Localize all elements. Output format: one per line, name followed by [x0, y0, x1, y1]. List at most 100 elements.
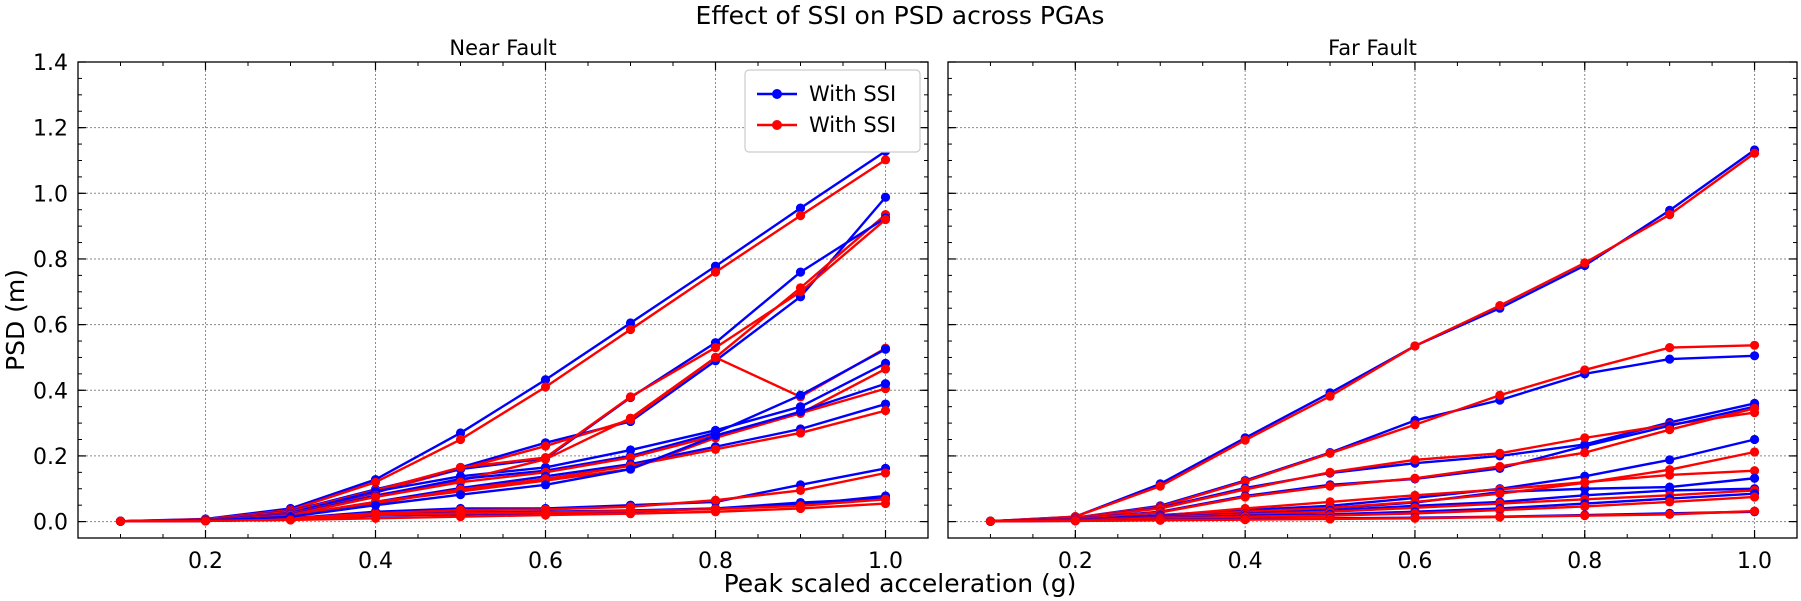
- x-tick-label: 0.8: [1567, 549, 1602, 574]
- ticks: 0.2 0.4 0.6 0.8 1.0 0.0 0.2 0.4 0.6 0.8 1.0 1.2 1.4: [33, 51, 928, 574]
- red-series-point: [455, 462, 466, 473]
- red-series-point: [1749, 340, 1760, 350]
- red-series-point: [1155, 481, 1165, 491]
- panels-group: Near Fault 0.2 0.4 0.6 0.8 1.0 0.0 0.2 0.4 0.6 0.8…: [33, 36, 1798, 574]
- panel-title: Near Fault: [449, 36, 556, 60]
- blue-series-point: [880, 379, 891, 389]
- red-series-point: [880, 468, 891, 478]
- red-series-point: [1665, 497, 1675, 507]
- blue-series-point: [625, 464, 636, 474]
- red-series-line-3: [990, 411, 1755, 523]
- red-series-line-10: [120, 502, 886, 523]
- blue-series-point: [795, 407, 806, 417]
- blue-series-line-1: [120, 150, 887, 523]
- red-series-point: [1410, 455, 1420, 465]
- blue-series-point: [710, 430, 721, 441]
- red-series-point: [1580, 365, 1590, 375]
- red-series-point: [1580, 478, 1590, 488]
- y-tick-label: 0.2: [33, 445, 68, 470]
- red-series-point: [1495, 461, 1505, 472]
- x-tick-label: 0.4: [1228, 549, 1263, 574]
- red-series-point: [200, 516, 211, 526]
- y-tick-label: 0.6: [33, 314, 68, 339]
- red-series-point: [1240, 435, 1250, 445]
- chart-title: Effect of SSI on PSD across PGAs: [696, 1, 1105, 30]
- red-series-point: [540, 382, 551, 392]
- red-series-point: [880, 155, 891, 165]
- panel-2: Far Fault 0.2 0.4 0.6 0.8 1.0: [947, 36, 1798, 574]
- red-series-point: [115, 516, 126, 526]
- red-series-point: [795, 428, 806, 438]
- y-tick-label: 1.0: [33, 182, 68, 207]
- x-tick-label: 1.0: [1737, 549, 1772, 574]
- blue-series-point: [370, 500, 381, 510]
- red-series-point: [880, 498, 891, 509]
- legend-label: With SSI: [809, 113, 896, 137]
- y-tick-label: 0.8: [33, 248, 68, 273]
- x-tick-label: 0.2: [1058, 549, 1093, 574]
- red-series-point: [1749, 403, 1760, 413]
- red-series-point: [710, 343, 721, 353]
- blue-series-point: [540, 375, 551, 385]
- red-series-point: [710, 507, 721, 517]
- red-series-point: [1749, 447, 1760, 457]
- red-series-point: [540, 441, 551, 451]
- x-axis-title: Peak scaled acceleration (g): [724, 569, 1077, 598]
- red-series-point: [625, 324, 636, 335]
- red-series-point: [1580, 511, 1590, 521]
- blue-series-point: [1749, 473, 1760, 483]
- red-series-point: [455, 512, 466, 522]
- legend-box: [744, 69, 921, 153]
- red-series-point: [1495, 448, 1505, 458]
- red-series-point: [1495, 390, 1505, 400]
- red-series-point: [1665, 509, 1675, 519]
- red-series-point: [795, 287, 806, 297]
- red-series-point: [1410, 513, 1420, 523]
- red-series-point: [1240, 476, 1250, 487]
- red-series-point: [1325, 514, 1335, 524]
- panel-1: Near Fault 0.2 0.4 0.6 0.8 1.0 0.0 0.2 0.4 0.6 0.8…: [33, 36, 929, 574]
- red-series-point: [985, 516, 996, 526]
- legend: With SSI With SSI: [744, 69, 921, 153]
- panel-title: Far Fault: [1328, 36, 1417, 60]
- red-series-point: [880, 406, 891, 416]
- red-series-point: [1155, 515, 1165, 525]
- y-tick-label: 0.4: [33, 379, 68, 404]
- red-series-point: [1665, 465, 1675, 475]
- blue-series-point: [455, 490, 466, 500]
- red-series-point: [455, 434, 466, 445]
- y-axis-title: PSD (m): [1, 269, 30, 371]
- ticks: 0.2 0.4 0.6 0.8 1.0: [948, 61, 1797, 574]
- red-series-point: [1325, 467, 1335, 477]
- red-series-point: [1410, 473, 1420, 483]
- red-series-point: [1495, 505, 1505, 515]
- red-series-point: [1410, 341, 1420, 351]
- blue-series-point: [1749, 351, 1760, 361]
- red-series-point: [710, 444, 721, 454]
- red-series-point: [285, 515, 296, 525]
- y-tick-label: 0.0: [33, 511, 68, 536]
- blue-series-point: [880, 399, 891, 409]
- red-series-point: [1410, 490, 1420, 500]
- x-tick-label: 0.2: [188, 549, 223, 574]
- x-tick-label: 0.4: [358, 549, 393, 574]
- blue-series-point: [1665, 455, 1675, 465]
- red-series-point: [1749, 466, 1760, 476]
- red-series-point: [1325, 481, 1335, 491]
- legend-label: With SSI: [809, 82, 896, 106]
- red-series-line-1: [990, 152, 1756, 523]
- red-series-point: [1580, 448, 1590, 458]
- red-series-point: [625, 413, 636, 423]
- legend-swatch-marker: [772, 89, 782, 99]
- red-series-point: [710, 267, 721, 277]
- x-tick-label: 1.0: [868, 549, 903, 574]
- red-series-point: [1749, 492, 1760, 502]
- red-series-point: [1240, 515, 1250, 525]
- blue-series-point: [455, 428, 466, 438]
- red-series-point: [1495, 300, 1505, 311]
- red-series-point: [370, 513, 381, 523]
- red-series-point: [1070, 516, 1080, 526]
- blue-series-point: [795, 267, 806, 277]
